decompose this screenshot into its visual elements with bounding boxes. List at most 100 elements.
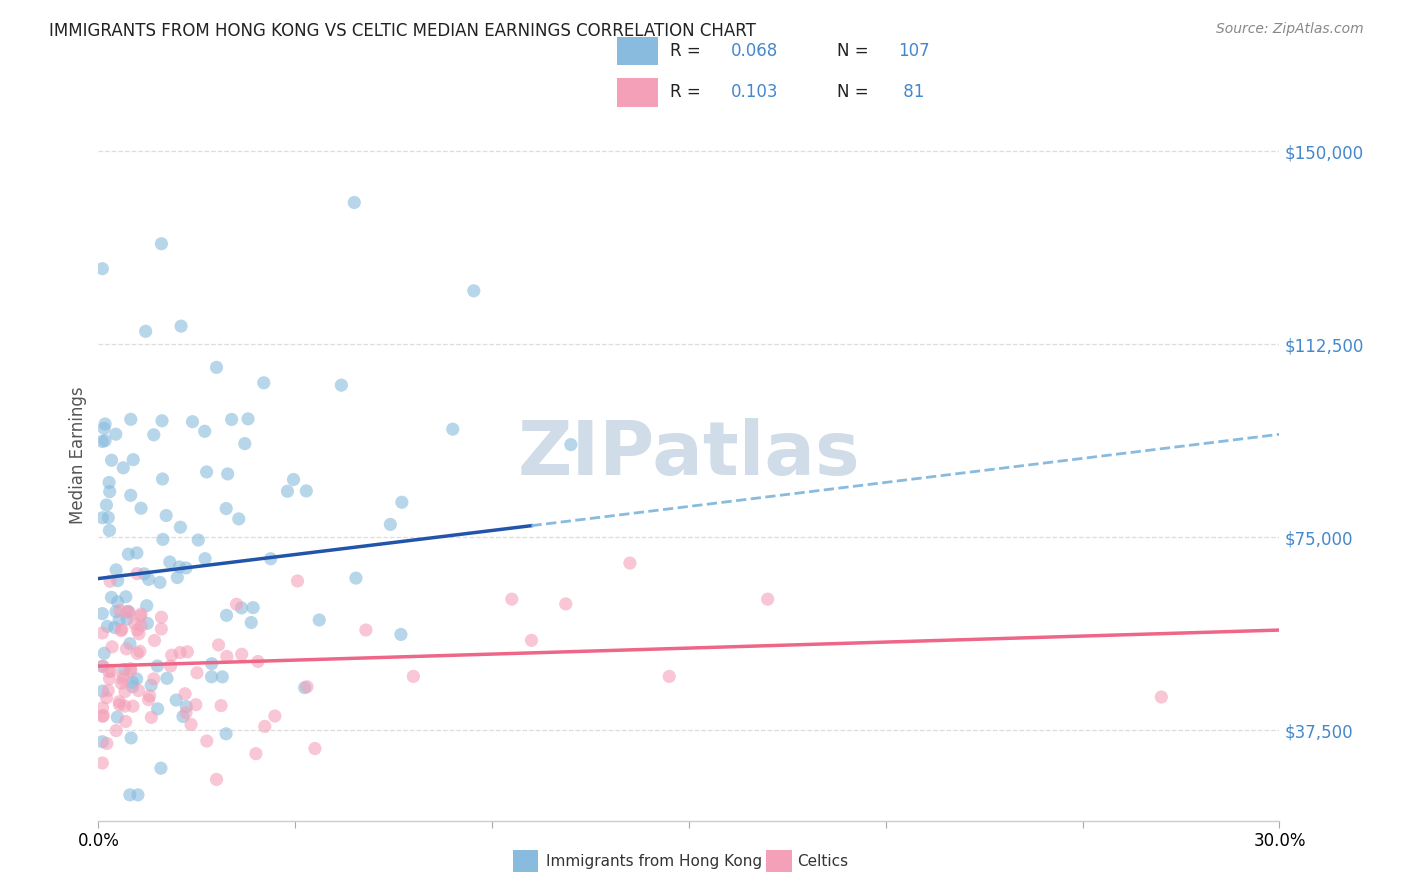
Point bbox=[165, 693, 187, 707]
Point bbox=[304, 741, 326, 756]
Point bbox=[169, 646, 191, 660]
Point bbox=[246, 655, 269, 669]
Point bbox=[402, 669, 425, 683]
Point bbox=[174, 687, 197, 701]
Text: 81: 81 bbox=[898, 83, 925, 101]
Point bbox=[104, 427, 127, 442]
Point bbox=[236, 412, 259, 426]
Text: Source: ZipAtlas.com: Source: ZipAtlas.com bbox=[1216, 22, 1364, 37]
Point bbox=[152, 533, 174, 547]
Point bbox=[391, 495, 413, 509]
Point bbox=[93, 421, 115, 435]
Point bbox=[228, 512, 250, 526]
Point bbox=[94, 434, 117, 448]
Point bbox=[141, 678, 163, 692]
Point bbox=[94, 417, 117, 431]
Text: Immigrants from Hong Kong: Immigrants from Hong Kong bbox=[546, 855, 762, 869]
Point bbox=[129, 644, 152, 658]
Point bbox=[205, 360, 228, 375]
Point bbox=[146, 702, 169, 716]
Point bbox=[135, 324, 157, 338]
Point bbox=[253, 376, 276, 390]
Point bbox=[217, 467, 239, 481]
Point bbox=[201, 657, 224, 671]
Text: R =: R = bbox=[669, 83, 706, 101]
Point bbox=[96, 619, 118, 633]
Point bbox=[96, 690, 118, 705]
Point bbox=[209, 698, 232, 713]
Point bbox=[91, 659, 114, 673]
Point bbox=[1150, 690, 1173, 704]
Point bbox=[166, 570, 188, 584]
Point bbox=[120, 664, 142, 678]
Point bbox=[295, 483, 318, 498]
Point bbox=[104, 605, 127, 619]
Point bbox=[169, 520, 191, 534]
Point bbox=[463, 284, 485, 298]
Point bbox=[184, 698, 207, 712]
Text: 107: 107 bbox=[898, 42, 929, 60]
Point bbox=[520, 633, 543, 648]
Point bbox=[231, 647, 253, 661]
Point bbox=[159, 659, 181, 673]
Point bbox=[100, 453, 122, 467]
Point bbox=[138, 689, 160, 703]
Point bbox=[176, 645, 198, 659]
Point bbox=[125, 546, 148, 560]
Point bbox=[110, 624, 132, 638]
Point bbox=[98, 574, 121, 589]
Point bbox=[110, 676, 132, 690]
Point bbox=[107, 595, 129, 609]
Point bbox=[136, 616, 159, 631]
Point bbox=[150, 610, 173, 624]
Point bbox=[174, 706, 197, 720]
Point bbox=[330, 378, 353, 392]
Point bbox=[97, 510, 120, 524]
Point bbox=[127, 647, 149, 661]
Point bbox=[91, 756, 114, 770]
Point bbox=[138, 573, 160, 587]
Point bbox=[308, 613, 330, 627]
Point bbox=[283, 473, 305, 487]
Point bbox=[91, 735, 114, 749]
Point bbox=[135, 599, 157, 613]
Point bbox=[105, 563, 128, 577]
Point bbox=[389, 627, 412, 641]
Point bbox=[142, 672, 165, 686]
Point bbox=[115, 612, 138, 626]
Point bbox=[91, 709, 114, 723]
Point bbox=[129, 501, 152, 516]
Point bbox=[194, 551, 217, 566]
Point bbox=[287, 574, 309, 588]
Point bbox=[96, 498, 118, 512]
Point bbox=[215, 727, 238, 741]
Point bbox=[112, 669, 135, 683]
Point bbox=[150, 622, 173, 636]
Point bbox=[114, 684, 136, 698]
Point bbox=[441, 422, 464, 436]
Point bbox=[343, 195, 366, 210]
Point bbox=[100, 591, 122, 605]
Point bbox=[259, 551, 281, 566]
Point bbox=[91, 510, 114, 524]
Point bbox=[172, 709, 194, 723]
Point bbox=[619, 556, 641, 570]
Point bbox=[294, 681, 316, 695]
Point bbox=[105, 710, 128, 724]
Point bbox=[253, 719, 276, 733]
Point bbox=[231, 600, 253, 615]
Point bbox=[205, 772, 228, 787]
Point bbox=[200, 670, 222, 684]
Point bbox=[658, 669, 681, 683]
Point bbox=[174, 561, 197, 575]
Y-axis label: Median Earnings: Median Earnings bbox=[69, 386, 87, 524]
Point bbox=[143, 633, 166, 648]
Point bbox=[129, 607, 152, 621]
Point bbox=[112, 460, 135, 475]
Point bbox=[187, 533, 209, 547]
Point bbox=[115, 590, 138, 604]
Point bbox=[233, 436, 256, 450]
Point bbox=[100, 664, 122, 678]
Point bbox=[112, 662, 135, 676]
Point bbox=[176, 699, 198, 714]
